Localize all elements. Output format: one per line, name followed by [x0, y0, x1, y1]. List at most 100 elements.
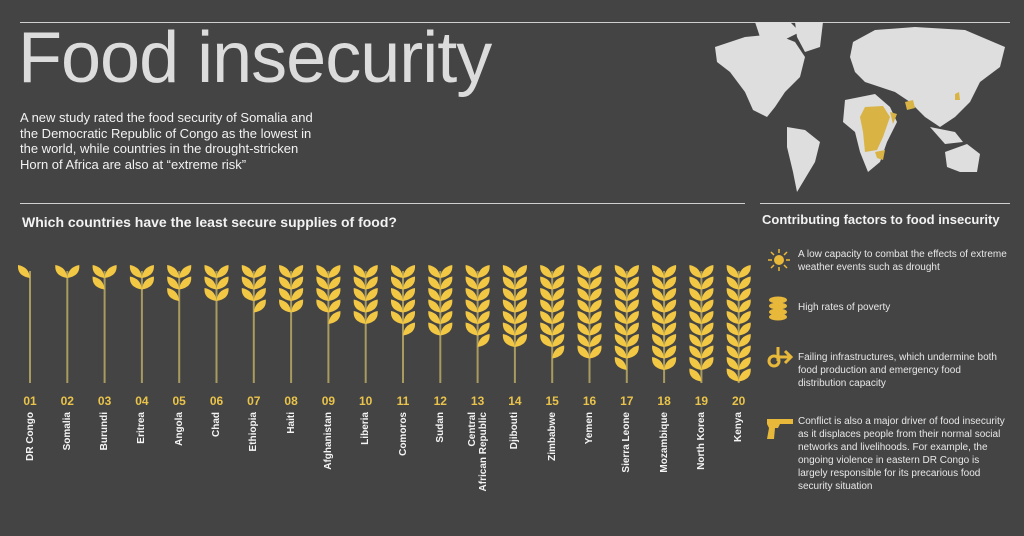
grain — [652, 265, 665, 278]
grain — [652, 322, 665, 336]
grain — [390, 265, 403, 278]
grain — [216, 265, 229, 278]
grain — [540, 276, 553, 290]
country-label: North Korea — [695, 412, 707, 470]
grain — [664, 334, 677, 347]
map-land — [715, 22, 1005, 192]
grain — [589, 345, 602, 359]
grain — [540, 299, 553, 313]
grain — [353, 276, 366, 290]
grain — [440, 322, 453, 336]
grain — [701, 345, 714, 359]
grain — [477, 265, 490, 278]
grain — [626, 311, 639, 324]
grain — [726, 322, 739, 336]
grain — [216, 288, 229, 301]
grain — [726, 334, 739, 347]
grain — [552, 322, 565, 336]
grain — [465, 276, 478, 290]
grain — [514, 265, 527, 278]
grain — [652, 299, 665, 313]
grain — [626, 345, 639, 359]
grain — [465, 311, 478, 324]
grain — [465, 322, 478, 336]
grain — [353, 288, 366, 301]
country-label: Afghanistan — [322, 412, 334, 470]
grain — [17, 265, 30, 278]
country-label: Central African Republic — [466, 412, 489, 492]
grain — [701, 288, 714, 301]
wheat-stalk-18 — [652, 265, 677, 383]
grain — [365, 299, 378, 313]
grain — [104, 265, 117, 278]
grain — [738, 288, 751, 301]
country-label: Kenya — [733, 412, 745, 443]
grain — [577, 311, 590, 324]
country-label: Haiti — [285, 412, 297, 434]
grain — [365, 311, 378, 324]
grain — [440, 311, 453, 324]
grain — [652, 345, 665, 359]
grain — [328, 288, 341, 301]
grain — [55, 265, 68, 278]
grain — [614, 345, 627, 359]
country-label: Chad — [211, 412, 222, 437]
grain — [253, 276, 266, 290]
grain — [577, 322, 590, 336]
grain — [652, 288, 665, 301]
wheat-stalk-20 — [726, 265, 751, 383]
grain — [514, 311, 527, 324]
grain — [614, 322, 627, 336]
grain — [502, 299, 515, 313]
grain — [552, 288, 565, 301]
grain — [477, 311, 490, 324]
grain — [664, 276, 677, 290]
grain — [589, 322, 602, 336]
country-label: Ethiopia — [248, 412, 260, 452]
grain — [540, 265, 553, 278]
grain — [652, 334, 665, 347]
grain — [92, 265, 105, 278]
grain — [428, 311, 441, 324]
grain — [726, 265, 739, 278]
wheat-stalk-09 — [316, 265, 341, 383]
grain — [701, 265, 714, 278]
wheat-stalk-03 — [92, 265, 117, 383]
grain — [589, 311, 602, 324]
grain — [664, 288, 677, 301]
grain — [365, 288, 378, 301]
rank-label: 18 — [657, 394, 671, 408]
wheat-stalk-11 — [390, 265, 416, 383]
wheat-stalk-01 — [17, 265, 31, 383]
grain — [589, 299, 602, 313]
grain — [664, 345, 677, 359]
grain — [514, 288, 527, 301]
grain — [626, 265, 639, 278]
factor-text: High rates of poverty — [798, 302, 891, 313]
grain — [614, 288, 627, 301]
grain — [689, 288, 702, 301]
chart-question: Which countries have the least secure su… — [22, 214, 397, 230]
country-label: Mozambique — [658, 412, 670, 473]
grain — [614, 299, 627, 313]
rank-label: 04 — [135, 394, 149, 408]
grain — [726, 311, 739, 324]
wheat-stalk-13 — [465, 265, 490, 383]
rank-label: 15 — [545, 394, 559, 408]
grain — [204, 288, 217, 301]
wheat-stalk-17 — [614, 265, 639, 383]
country-label: Comoros — [397, 412, 409, 456]
grain — [514, 276, 527, 290]
grain — [465, 265, 478, 278]
grain — [626, 334, 639, 347]
grain — [689, 311, 702, 324]
grain — [701, 334, 714, 347]
grain — [689, 276, 702, 290]
grain — [540, 311, 553, 324]
grain — [502, 334, 515, 347]
grain — [689, 345, 702, 359]
grain — [577, 334, 590, 347]
grain — [614, 334, 627, 347]
country-label: Djibouti — [509, 412, 521, 450]
country-label: Eritrea — [136, 412, 148, 444]
